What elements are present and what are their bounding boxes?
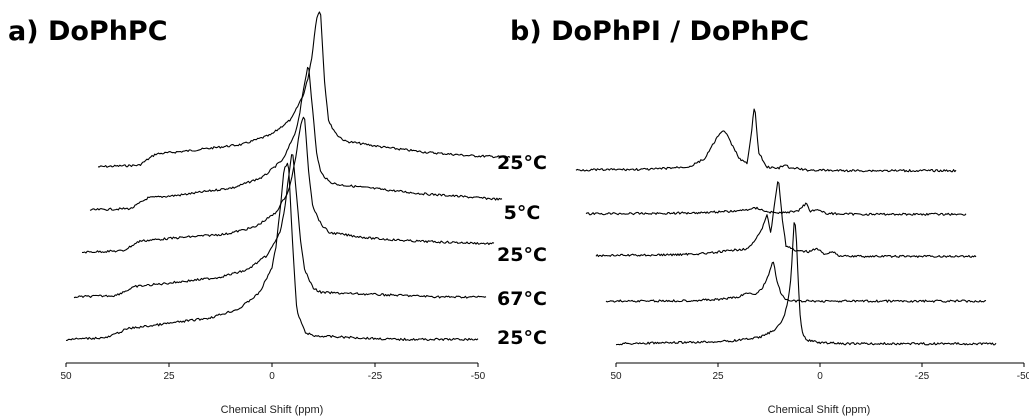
panel-b: b) DoPhPI / DoPhPC 50 25 0 -25 -50 Chemical … (510, 16, 1029, 416)
spectrum-trace (575, 108, 957, 173)
x-tick-label: -50 (1017, 371, 1029, 382)
x-tick-label: -50 (471, 371, 486, 382)
x-tick-label: -25 (915, 371, 930, 382)
temperature-label: 25°C (497, 327, 547, 349)
spectrum-trace (81, 116, 495, 254)
panel-b-traces (575, 108, 997, 346)
panel-a-title: a) DoPhPC (8, 16, 168, 47)
spectrum-trace (65, 162, 479, 342)
temperature-label: 5°C (504, 202, 541, 224)
spectrum-trace (595, 181, 977, 259)
x-tick-label: 25 (163, 371, 175, 382)
panel-a: a) DoPhPC 50 25 0 -25 -50 Chemical Shift (pp… (8, 11, 511, 416)
panel-b-title: b) DoPhPI / DoPhPC (510, 16, 809, 47)
x-tick-label: 0 (817, 371, 823, 382)
spectrum-trace (605, 261, 987, 303)
spectrum-trace (73, 154, 487, 299)
x-tick-label: -25 (368, 371, 383, 382)
spectrum-trace (97, 11, 511, 168)
panel-a-x-axis-label: Chemical Shift (ppm) (221, 404, 324, 416)
spectrum-trace (585, 202, 967, 216)
x-tick-label: 25 (712, 371, 724, 382)
x-tick-label: 50 (60, 371, 72, 382)
panel-a-x-ticks: 50 25 0 -25 -50 (60, 363, 486, 382)
panel-a-traces (65, 11, 511, 342)
x-tick-label: 0 (269, 371, 275, 382)
temperature-label: 25°C (497, 244, 547, 266)
temperature-labels: 25°C 5°C 25°C 67°C 25°C (497, 152, 547, 349)
panel-b-x-axis-label: Chemical Shift (ppm) (768, 404, 871, 416)
temperature-label: 67°C (497, 288, 547, 310)
temperature-label: 25°C (497, 152, 547, 174)
panel-b-x-ticks: 50 25 0 -25 -50 (610, 363, 1029, 382)
spectrum-trace (615, 222, 997, 346)
x-tick-label: 50 (610, 371, 622, 382)
spectrum-trace (89, 66, 503, 211)
